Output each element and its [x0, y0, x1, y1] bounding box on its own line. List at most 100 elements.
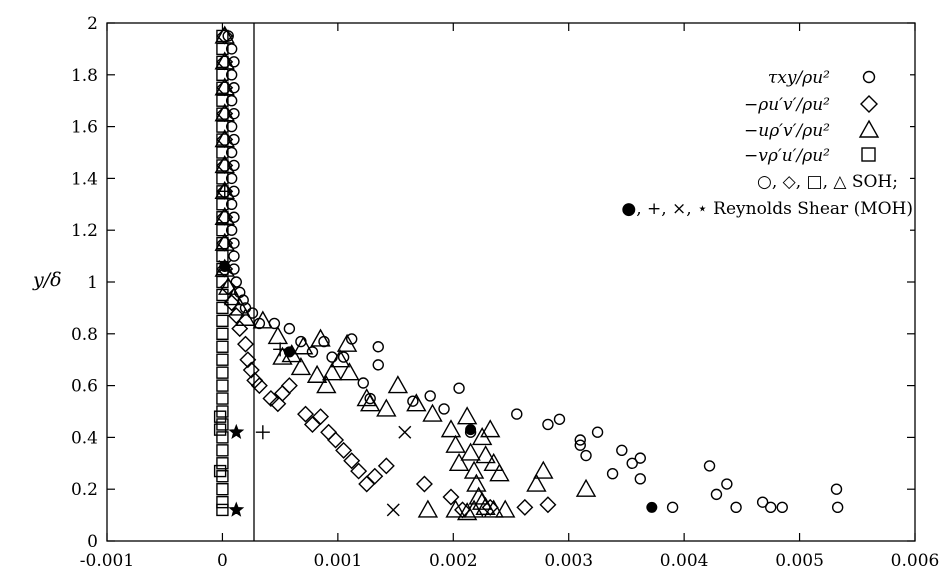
legend-marker-square [861, 147, 876, 162]
x-tick-label: 0.005 [775, 551, 824, 571]
point-square [216, 444, 229, 457]
point-diamond [237, 335, 255, 353]
point-circle [730, 501, 742, 514]
point-square [213, 410, 227, 423]
point-triangle [223, 287, 245, 306]
legend-label-u-rho-v: −uρ′v′/ρu² [744, 121, 830, 141]
point-square [216, 275, 229, 289]
x-tick-label: 0.001 [314, 551, 363, 571]
point-square [216, 503, 229, 517]
data-marks [213, 25, 844, 521]
point-square [216, 288, 229, 302]
point-circle [424, 390, 436, 402]
x-tick-label: 0.006 [891, 551, 940, 571]
point-triangle [445, 499, 466, 518]
point-triangle [489, 463, 510, 482]
legend-entry-tau-xy: τxy/ρu² [768, 68, 876, 88]
point-diamond [239, 351, 257, 369]
point-square [216, 431, 229, 444]
point-triangle [229, 297, 250, 316]
point-plus [255, 425, 270, 440]
point-square [216, 379, 229, 392]
point-star [228, 501, 245, 517]
point-square [216, 211, 229, 224]
point-triangle [267, 325, 289, 345]
legend: τxy/ρu² −ρu′v′/ρu² −uρ′v′/ρu² −vρ′u′/ρu²… [621, 68, 913, 219]
point-circle [511, 408, 523, 420]
point-diamond [335, 441, 353, 459]
point-plus [273, 342, 288, 357]
point-triangle [339, 362, 360, 381]
point-triangle [336, 333, 358, 352]
point-square [216, 483, 229, 496]
point-dot [465, 424, 477, 436]
point-square [216, 159, 229, 172]
legend-label-rho-uv: −ρu′v′/ρu² [744, 95, 830, 115]
legend-label-v-rho-u: −vρ′u′/ρu² [744, 146, 830, 166]
y-tick-label: 1 [87, 273, 98, 293]
point-square [216, 94, 229, 107]
point-diamond [415, 475, 433, 493]
point-square [216, 198, 229, 211]
point-diamond [442, 488, 460, 506]
point-square [216, 366, 229, 379]
legend-label-tau-xy: τxy/ρu² [768, 68, 830, 88]
point-square [213, 423, 227, 436]
point-triangle [406, 393, 427, 412]
axis-ticks [106, 22, 916, 542]
point-circle [228, 237, 240, 249]
point-circle [574, 439, 586, 451]
point-triangle [440, 419, 462, 438]
point-circle [225, 120, 238, 133]
point-circle [710, 488, 723, 501]
point-triangle [495, 499, 516, 518]
legend-entry-v-rho-u: −vρ′u′/ρu² [744, 146, 876, 166]
point-triangle [422, 403, 443, 422]
point-circle [703, 460, 716, 472]
point-circle [337, 351, 350, 363]
point-triangle [329, 349, 351, 368]
legend-entry-u-rho-v: −uρ′v′/ρu² [744, 119, 880, 141]
point-square [216, 120, 229, 133]
point-circle [765, 501, 777, 514]
point-square [216, 495, 229, 509]
point-square [216, 301, 229, 315]
point-square [216, 457, 229, 470]
y-tick-label: 0.4 [71, 428, 98, 448]
point-star [228, 423, 245, 440]
point-square [216, 133, 229, 146]
point-circle [372, 359, 384, 371]
point-triangle [310, 328, 331, 347]
x-tick-label: 0.002 [429, 551, 478, 571]
point-circle [580, 449, 592, 462]
point-diamond [377, 457, 395, 475]
point-circle [225, 94, 238, 107]
x-tick-label: 0.003 [544, 551, 593, 571]
point-square [216, 314, 229, 328]
point-plus [217, 184, 232, 199]
point-triangle [235, 307, 256, 326]
point-circle [634, 452, 646, 464]
point-circle [225, 146, 238, 159]
y-axis-label: y/δ [32, 269, 62, 291]
point-triangle [533, 460, 554, 479]
legend-background [520, 60, 910, 240]
legend-marker-circle [862, 70, 876, 84]
point-diamond [242, 361, 260, 379]
point-circle [357, 377, 369, 389]
point-circle [225, 43, 238, 55]
point-square [216, 223, 229, 237]
point-circle [553, 413, 566, 425]
point-circle [626, 457, 638, 469]
point-triangle [290, 357, 312, 376]
point-triangle [456, 406, 478, 425]
point-square [213, 464, 227, 478]
point-triangle [460, 442, 481, 461]
point-triangle [376, 398, 397, 417]
point-square [216, 236, 229, 250]
point-dot [646, 501, 658, 513]
point-triangle [483, 499, 504, 518]
legend-entry-rho-uv: −ρu′v′/ρu² [744, 95, 878, 115]
y-tick-label: 1.6 [71, 118, 98, 138]
